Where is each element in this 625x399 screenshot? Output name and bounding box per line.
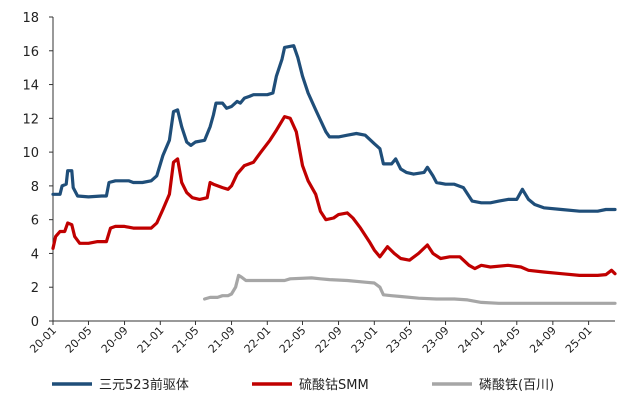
y-tick-label: 4	[31, 247, 39, 262]
x-tick-label: 24-05	[491, 324, 523, 356]
y-tick-label: 0	[31, 315, 39, 330]
x-tick-label: 25-01	[563, 324, 595, 356]
x-tick-label: 24-01	[456, 324, 488, 356]
x-tick-label: 23-01	[349, 324, 381, 356]
x-tick-label: 20-05	[63, 324, 95, 356]
x-tick-label: 21-01	[135, 324, 167, 356]
series-lines	[51, 44, 617, 305]
legend: 三元523前驱体 硫酸钴SMM 磷酸铁(百川)	[52, 377, 554, 393]
legend-label-1: 三元523前驱体	[99, 377, 189, 393]
x-tick-label: 22-01	[242, 324, 274, 356]
x-tick-label: 21-05	[170, 324, 202, 356]
legend-label-2: 硫酸钴SMM	[299, 378, 369, 393]
x-axis: 20-01 20-05 20-09 21-01 21-05 21-09 22-01 22-05…	[27, 320, 615, 356]
y-tick-label: 16	[22, 45, 39, 60]
x-tick-label: 24-09	[527, 324, 559, 356]
y-axis: 0 2 4 6 8 10 12 14 16 18	[22, 11, 54, 330]
series-line-1	[51, 44, 617, 213]
y-tick-label: 12	[22, 112, 39, 127]
y-tick-label: 8	[31, 180, 39, 195]
series-line-3	[203, 273, 617, 305]
x-tick-label: 22-05	[277, 324, 309, 356]
y-tick-label: 14	[22, 79, 39, 94]
y-tick-label: 18	[22, 11, 39, 26]
y-tick-label: 6	[31, 214, 39, 229]
legend-label-3: 磷酸铁(百川)	[479, 378, 554, 393]
x-tick-label: 20-09	[99, 324, 131, 356]
y-tick-label: 10	[22, 146, 39, 161]
x-tick-label: 22-09	[313, 324, 345, 356]
x-tick-label: 23-09	[420, 324, 452, 356]
x-tick-label: 23-05	[384, 324, 416, 356]
y-tick-label: 2	[31, 281, 39, 296]
series-line-2	[51, 115, 617, 277]
x-tick-label: 21-09	[206, 324, 238, 356]
